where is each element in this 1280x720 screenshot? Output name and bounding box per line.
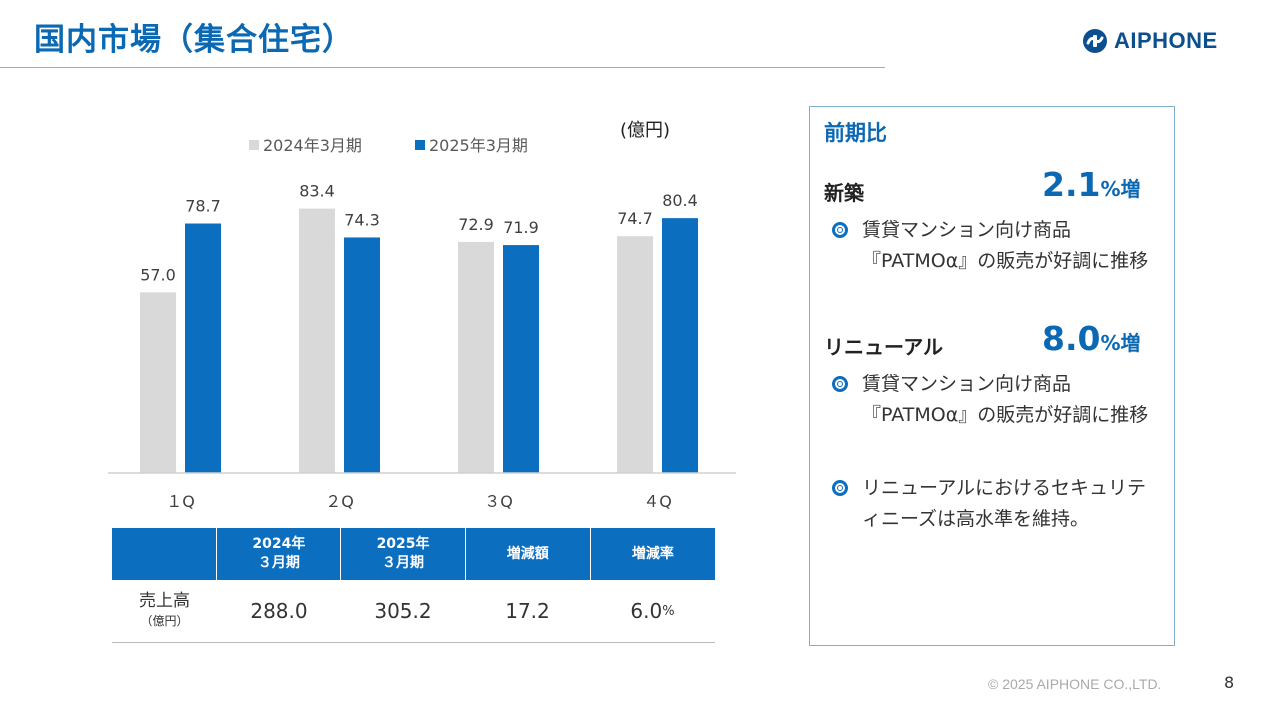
renewal-bullet: リニューアルにおけるセキュリティニーズは高水準を維持。 (832, 473, 1162, 535)
bullet-circle-icon (832, 222, 848, 238)
aiphone-logo-icon (1083, 29, 1107, 53)
table-row: 売上高 （億円） 288.0 305.2 17.2 6.0% (112, 580, 715, 643)
bullet-circle-icon (832, 480, 848, 496)
rate-unit: % (662, 603, 675, 619)
data-label: 74.3 (344, 210, 380, 229)
table-cell: 288.0 (250, 599, 308, 623)
data-label: 57.0 (140, 265, 176, 284)
legend-label: 2024年3月期 (263, 136, 362, 155)
data-label: 78.7 (185, 197, 221, 216)
x-tick-label: ４Q (643, 492, 672, 511)
bullet-text: 賃貸マンション向け商品『PATMOα』の販売が好調に推移 (862, 219, 1149, 272)
bullet-text: 賃貸マンション向け商品『PATMOα』の販売が好調に推移 (862, 373, 1149, 426)
table-cell: 17.2 (505, 599, 550, 623)
bar (140, 292, 176, 473)
page-title: 国内市場（集合住宅） (34, 22, 354, 58)
bullet-circle-icon (832, 376, 848, 392)
renewal-growth-suffix: %増 (1100, 331, 1141, 355)
table-header-2024: 2024年 ３月期 (216, 528, 340, 580)
table-header-text: 増減率 (631, 545, 674, 562)
bar (662, 218, 698, 473)
page-number: 8 (1224, 673, 1235, 692)
table-header-text: 増減額 (506, 545, 549, 562)
x-tick-label: １Q (166, 492, 195, 511)
x-tick-label: ３Q (484, 492, 513, 511)
new-build-growth: 2.1%増 (1042, 165, 1141, 204)
new-build-growth-value: 2.1 (1042, 165, 1101, 204)
bar (503, 245, 539, 473)
table-header-rate: 増減率 (589, 528, 715, 580)
new-build-growth-suffix: %増 (1100, 177, 1141, 201)
bar (344, 237, 380, 473)
new-build-bullet: 賃貸マンション向け商品『PATMOα』の販売が好調に推移 (832, 215, 1162, 277)
legend-label: 2025年3月期 (429, 136, 528, 155)
aiphone-logo: AIPHONE (1082, 28, 1218, 54)
data-label: 80.4 (662, 191, 698, 210)
new-build-label: 新築 (824, 181, 864, 205)
sales-summary-table: 2024年 ３月期 2025年 ３月期 増減額 増減率 売上高 （億円） 288… (112, 528, 715, 643)
data-label: 72.9 (458, 215, 494, 234)
table-header-row: 2024年 ３月期 2025年 ３月期 増減額 増減率 (112, 528, 715, 580)
panel-title: 前期比 (824, 121, 887, 145)
renewal-label: リニューアル (824, 335, 943, 359)
bar (185, 223, 221, 473)
x-tick-label: ２Q (325, 492, 354, 511)
legend-swatch (415, 140, 425, 150)
bar (299, 208, 335, 473)
aiphone-logo-text: AIPHONE (1114, 28, 1218, 53)
rate-value: 6.0 (630, 599, 663, 623)
data-label: 71.9 (503, 218, 539, 237)
renewal-growth-value: 8.0 (1042, 319, 1101, 358)
chart-unit-label: (億円) (620, 120, 671, 141)
table-cell-rate: 6.0% (590, 580, 715, 642)
data-label: 83.4 (299, 182, 335, 201)
row-label: 売上高 （億円） (112, 580, 217, 642)
row-label-unit: （億円） (140, 614, 189, 628)
table-header-change: 増減額 (464, 528, 590, 580)
bar (458, 241, 494, 473)
title-divider (0, 67, 885, 68)
row-label-main: 売上高 (139, 591, 190, 611)
comparison-panel: 前期比 新築 2.1%増 賃貸マンション向け商品『PATMOα』の販売が好調に推… (809, 106, 1175, 646)
legend-swatch (249, 140, 259, 150)
table-header-text: 2025年 ３月期 (376, 536, 430, 571)
table-header-blank (112, 528, 216, 580)
data-label: 74.7 (617, 209, 653, 228)
table-header-text: 2024年 ３月期 (252, 536, 306, 571)
bullet-text: リニューアルにおけるセキュリティニーズは高水準を維持。 (862, 477, 1147, 530)
quarterly-sales-bar-chart: 2024年3月期 2025年3月期 57.0 78.7 １Q 83.4 74.3 ２Q 72.9… (108, 136, 736, 511)
copyright: © 2025 AIPHONE CO.,LTD. (988, 676, 1162, 692)
bar (617, 236, 653, 473)
table-cell: 305.2 (374, 599, 432, 623)
renewal-growth: 8.0%増 (1042, 319, 1141, 358)
table-header-2025: 2025年 ３月期 (340, 528, 464, 580)
renewal-bullet: 賃貸マンション向け商品『PATMOα』の販売が好調に推移 (832, 369, 1162, 431)
